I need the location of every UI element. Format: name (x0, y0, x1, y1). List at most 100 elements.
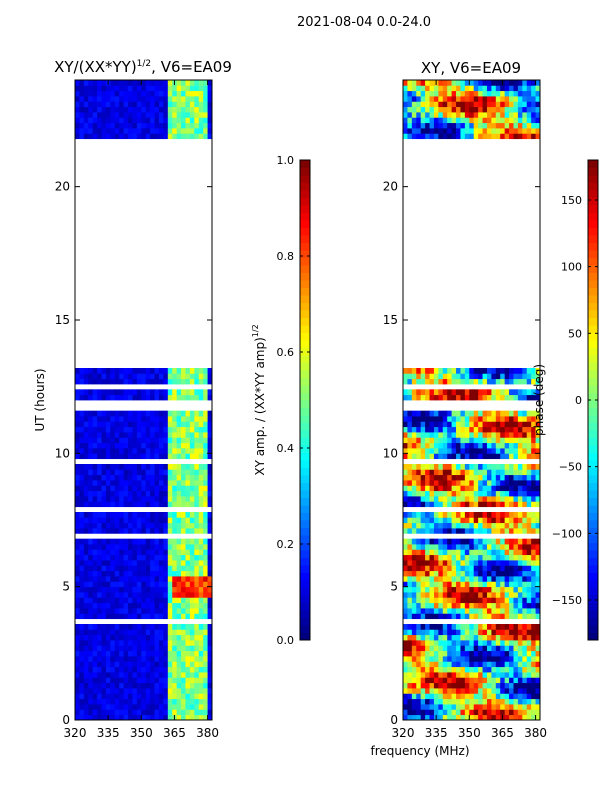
heatmap-cell (482, 688, 488, 694)
heatmap-cell (509, 688, 514, 694)
heatmap-cell (128, 613, 133, 620)
heatmap-cell (123, 112, 129, 118)
colorbar-segment (588, 527, 598, 536)
heatmap-cell (88, 656, 94, 662)
heatmap-cell (97, 485, 102, 492)
heatmap-cell (141, 570, 147, 577)
heatmap-cell (522, 549, 528, 556)
heatmap-cell (526, 80, 532, 86)
heatmap-cell (420, 549, 426, 556)
heatmap-cell (517, 416, 523, 422)
heatmap-cell (509, 378, 514, 385)
heatmap-cell (504, 650, 510, 657)
colorbar-segment (588, 242, 598, 251)
heatmap-cell (101, 592, 107, 598)
heatmap-cell (438, 421, 444, 428)
heatmap-cell (88, 378, 94, 385)
heatmap-cell (495, 117, 501, 124)
heatmap-cell (75, 378, 80, 385)
colorbar-segment (588, 610, 598, 618)
heatmap-cell (88, 469, 94, 476)
heatmap-cell (522, 709, 528, 716)
heatmap-cell (438, 389, 444, 396)
heatmap-cell (486, 112, 492, 118)
heatmap-cell (105, 410, 111, 417)
heatmap-cell (123, 688, 129, 694)
heatmap-cell (420, 538, 426, 545)
heatmap-cell (438, 378, 444, 385)
heatmap-cell (425, 106, 430, 113)
heatmap-cell (456, 613, 461, 620)
heatmap-cell (495, 608, 501, 614)
heatmap-cell (456, 602, 461, 609)
heatmap-cell (500, 672, 506, 678)
heatmap-cell (403, 704, 408, 710)
heatmap-cell (460, 682, 466, 689)
heatmap-cell (420, 368, 426, 374)
heatmap-cell (185, 624, 191, 630)
heatmap-cell (194, 592, 200, 598)
colorbar-segment (588, 475, 598, 483)
heatmap-cell (158, 496, 164, 502)
heatmap-cell (194, 485, 200, 492)
heatmap-cell (509, 560, 514, 566)
heatmap-cell (128, 693, 133, 700)
heatmap-cell (438, 698, 444, 705)
heatmap-cell (411, 501, 417, 508)
heatmap-cell (194, 517, 200, 524)
heatmap-cell (433, 442, 439, 449)
heatmap-cell (163, 496, 169, 502)
heatmap-cell (500, 528, 506, 534)
heatmap-cell (486, 592, 492, 598)
heatmap-cell (411, 474, 417, 481)
heatmap-cell (526, 464, 532, 470)
heatmap-cell (83, 90, 89, 97)
heatmap-cell (522, 656, 528, 662)
heatmap-cell (105, 570, 111, 577)
heatmap-cell (189, 592, 195, 598)
heatmap-cell (429, 714, 435, 720)
heatmap-cell (101, 85, 107, 92)
colorbar-segment (300, 347, 310, 356)
heatmap-cell (185, 704, 191, 710)
heatmap-cell (83, 485, 89, 492)
heatmap-cell (509, 496, 514, 502)
heatmap-cell (189, 496, 195, 502)
heatmap-cell (425, 565, 430, 572)
heatmap-cell (119, 101, 125, 108)
heatmap-cell (167, 122, 173, 129)
heatmap-cell (491, 682, 497, 689)
heatmap-cell (194, 80, 200, 86)
heatmap-cell (416, 698, 422, 705)
heatmap-cell (207, 549, 212, 556)
heatmap-cell (123, 698, 129, 705)
heatmap-cell (158, 693, 164, 700)
heatmap-cell (114, 373, 120, 380)
heatmap-cell (509, 469, 514, 476)
heatmap-cell (411, 522, 417, 529)
heatmap-cell (145, 613, 151, 620)
heatmap-cell (531, 634, 536, 641)
heatmap-cell (132, 496, 138, 502)
heatmap-cell (464, 693, 470, 700)
heatmap-cell (114, 602, 120, 609)
heatmap-cell (495, 709, 501, 716)
heatmap-cell (442, 581, 448, 588)
heatmap-cell (411, 469, 417, 476)
heatmap-cell (189, 474, 195, 481)
heatmap-cell (105, 421, 111, 428)
heatmap-cell (154, 373, 160, 380)
heatmap-cell (207, 389, 212, 396)
heatmap-cell (438, 106, 444, 113)
heatmap-cell (189, 602, 195, 609)
heatmap-cell (442, 586, 448, 593)
heatmap-cell (407, 122, 413, 129)
heatmap-cell (97, 704, 102, 710)
heatmap-cell (136, 373, 142, 380)
colorbar-segment (300, 415, 310, 423)
heatmap-cell (176, 437, 182, 444)
heatmap-cell (132, 389, 138, 396)
heatmap-cell (189, 629, 195, 636)
heatmap-cell (189, 501, 195, 508)
heatmap-cell (425, 693, 430, 700)
